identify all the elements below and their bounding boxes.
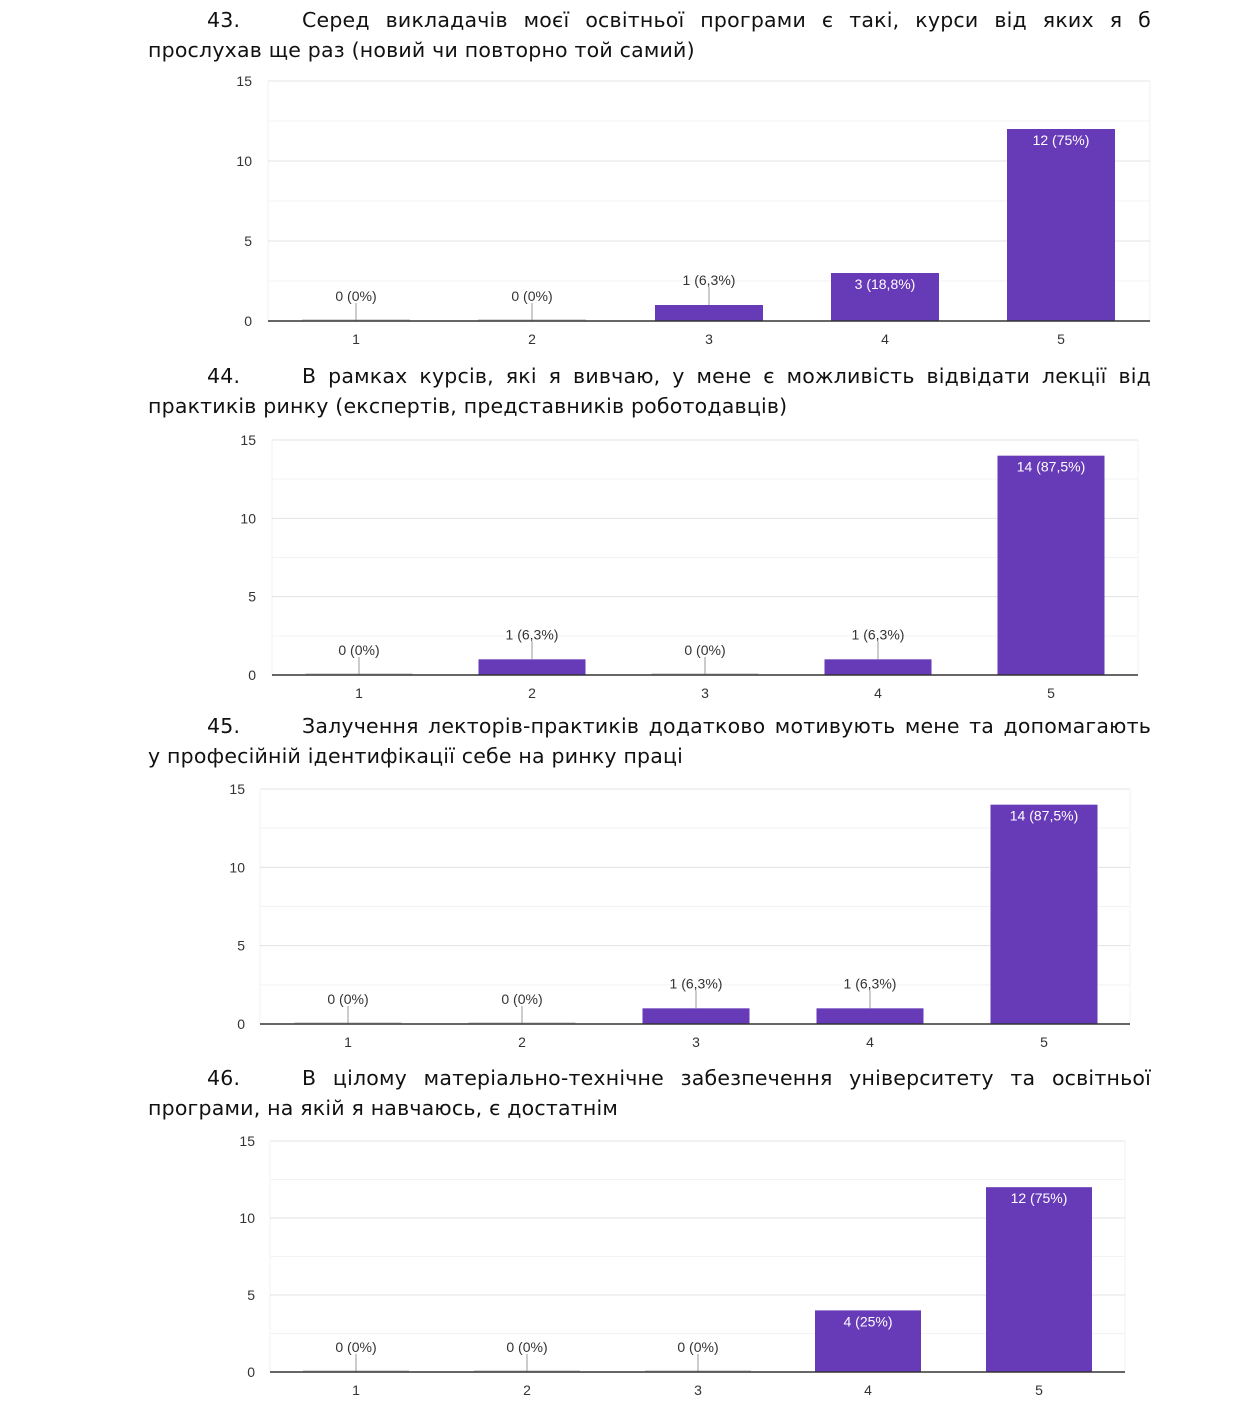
question-text: Залучення лекторів-практиків додатково м…	[148, 714, 1151, 768]
data-label: 12 (75%)	[1033, 132, 1090, 148]
data-label: 0 (0%)	[506, 1339, 547, 1355]
question-43: 43. Серед викладачів моєї освітньої прогр…	[148, 5, 1151, 65]
x-tick-label: 2	[518, 1034, 526, 1050]
y-tick-label: 10	[239, 1210, 255, 1226]
data-label: 0 (0%)	[335, 288, 376, 304]
data-label: 0 (0%)	[684, 642, 725, 658]
question-46: 46. В цілому матеріально-технічне забезпе…	[148, 1063, 1151, 1123]
bar	[986, 1187, 1092, 1372]
data-label: 1 (6,3%)	[683, 272, 736, 288]
bar	[824, 659, 932, 675]
y-tick-label: 5	[248, 589, 256, 605]
x-tick-label: 2	[528, 685, 536, 701]
x-tick-label: 1	[355, 685, 363, 701]
y-tick-label: 5	[237, 938, 245, 954]
y-tick-label: 15	[240, 432, 256, 448]
question-45: 45. Залучення лекторів-практиків додатков…	[148, 711, 1151, 771]
x-tick-label: 5	[1035, 1382, 1043, 1398]
x-tick-label: 5	[1040, 1034, 1048, 1050]
data-label: 4 (25%)	[843, 1313, 892, 1329]
bar	[997, 455, 1105, 675]
y-tick-label: 15	[236, 73, 252, 89]
x-tick-label: 3	[694, 1382, 702, 1398]
data-label: 1 (6,3%)	[852, 626, 905, 642]
question-text: Серед викладачів моєї освітньої програми…	[148, 8, 1151, 62]
data-label: 14 (87,5%)	[1017, 459, 1085, 475]
data-label: 0 (0%)	[338, 642, 379, 658]
x-tick-label: 2	[523, 1382, 531, 1398]
x-tick-label: 1	[344, 1034, 352, 1050]
data-label: 1 (6,3%)	[670, 975, 723, 991]
y-tick-label: 5	[244, 233, 252, 249]
data-label: 1 (6,3%)	[844, 975, 897, 991]
data-label: 12 (75%)	[1011, 1190, 1068, 1206]
data-label: 0 (0%)	[511, 288, 552, 304]
bar	[655, 305, 763, 321]
question-text: В рамках курсів, які я вивчаю, у мене є …	[148, 364, 1151, 418]
question-number: 43.	[207, 8, 241, 32]
question-44: 44. В рамках курсів, які я вивчаю, у мене…	[148, 361, 1151, 421]
data-label: 0 (0%)	[501, 991, 542, 1007]
y-tick-label: 15	[239, 1133, 255, 1149]
x-tick-label: 2	[528, 331, 536, 347]
data-label: 0 (0%)	[677, 1339, 718, 1355]
x-tick-label: 3	[692, 1034, 700, 1050]
data-label: 1 (6,3%)	[506, 626, 559, 642]
y-tick-label: 0	[247, 1364, 255, 1380]
y-tick-label: 10	[240, 510, 256, 526]
question-number: 46.	[207, 1066, 241, 1090]
y-tick-label: 15	[229, 781, 245, 797]
x-tick-label: 1	[352, 331, 360, 347]
y-tick-label: 10	[229, 859, 245, 875]
x-tick-label: 5	[1057, 331, 1065, 347]
bar	[1007, 129, 1115, 321]
bar	[478, 659, 586, 675]
x-tick-label: 3	[701, 685, 709, 701]
bar	[831, 273, 939, 321]
question-text: В цілому матеріально-технічне забезпечен…	[148, 1066, 1151, 1120]
data-label: 14 (87,5%)	[1010, 808, 1078, 824]
x-tick-label: 4	[866, 1034, 874, 1050]
x-tick-label: 3	[705, 331, 713, 347]
bar	[815, 1310, 921, 1372]
data-label: 0 (0%)	[335, 1339, 376, 1355]
bar	[642, 1008, 750, 1024]
y-tick-label: 5	[247, 1287, 255, 1303]
data-label: 0 (0%)	[327, 991, 368, 1007]
question-number: 45.	[207, 714, 241, 738]
y-tick-label: 0	[244, 313, 252, 329]
y-tick-label: 0	[237, 1016, 245, 1032]
x-tick-label: 4	[874, 685, 882, 701]
x-tick-label: 5	[1047, 685, 1055, 701]
x-tick-label: 4	[881, 331, 889, 347]
y-tick-label: 0	[248, 667, 256, 683]
x-tick-label: 4	[864, 1382, 872, 1398]
question-number: 44.	[207, 364, 241, 388]
x-tick-label: 1	[352, 1382, 360, 1398]
bar	[816, 1008, 924, 1024]
bar	[990, 804, 1098, 1024]
y-tick-label: 10	[236, 153, 252, 169]
data-label: 3 (18,8%)	[855, 276, 916, 292]
